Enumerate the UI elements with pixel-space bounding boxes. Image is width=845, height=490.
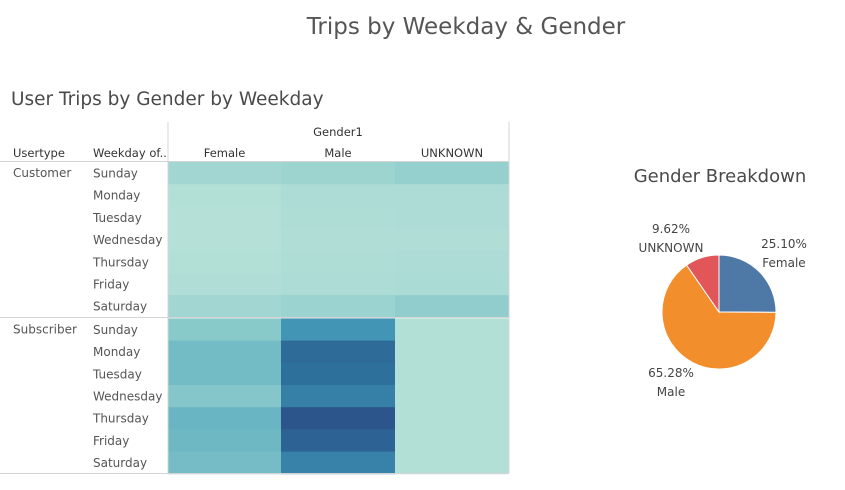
heatmap-cell (281, 318, 395, 341)
heatmap-cell (395, 295, 509, 318)
heatmap-cell (395, 318, 509, 341)
pie-label-percent: 65.28% (648, 366, 694, 380)
heatmap-cell (168, 206, 281, 229)
heatmap-cell (281, 206, 395, 229)
weekday-label: Saturday (93, 300, 147, 314)
weekday-label: Wednesday (93, 390, 162, 404)
weekday-label: Wednesday (93, 233, 162, 247)
heatmap-cell (281, 250, 395, 274)
heatmap-cell (168, 250, 281, 274)
heatmap-cell (168, 273, 281, 296)
heatmap-cell (168, 162, 281, 185)
pie-slice-male (661, 264, 777, 370)
pie-label-name: Female (762, 256, 805, 270)
usertype-label: Customer (13, 166, 71, 180)
heatmap-cell (168, 295, 281, 318)
heatmap-cell (395, 162, 509, 185)
heatmap-cell (281, 228, 395, 252)
heatmap-cell (281, 362, 395, 386)
heatmap-cell (395, 273, 509, 296)
heatmap-cell (281, 162, 395, 185)
heatmap-cell (168, 362, 281, 386)
heatmap-cell (395, 340, 509, 364)
column-group-label: Gender1 (313, 125, 363, 139)
heatmap-cell (395, 362, 509, 386)
pie-slice-female (718, 254, 777, 313)
heatmap-cell (281, 407, 395, 430)
heatmap-cell (168, 318, 281, 341)
pie-label-name: Male (657, 385, 685, 399)
heatmap-cell (168, 407, 281, 430)
weekday-label: Sunday (93, 167, 138, 181)
pie-label-percent: 25.10% (761, 237, 807, 251)
heatmap-cell (395, 407, 509, 430)
column-header: UNKNOWN (421, 146, 483, 160)
heatmap-cell (168, 228, 281, 252)
weekday-label: Monday (93, 345, 140, 359)
weekday-label: Monday (93, 189, 140, 203)
weekday-label: Thursday (92, 255, 149, 269)
heatmap-cell (281, 451, 395, 475)
row-header-usertype: Usertype (13, 146, 65, 160)
heatmap-cell (168, 429, 281, 452)
heatmap-cell (168, 451, 281, 475)
dashboard-title: Trips by Weekday & Gender (306, 14, 626, 40)
weekday-label: Tuesday (92, 211, 142, 225)
heatmap-cell (395, 250, 509, 274)
weekday-label: Sunday (93, 323, 138, 337)
heatmap-cell (168, 184, 281, 207)
column-header: Male (324, 146, 351, 160)
row-header-weekday: Weekday of.. (93, 146, 167, 160)
heatmap-cell (281, 429, 395, 452)
pie-slice-unknown (685, 254, 720, 314)
heatmap-title: User Trips by Gender by Weekday (11, 89, 324, 110)
heatmap-cell (281, 295, 395, 318)
weekday-label: Friday (93, 434, 129, 448)
weekday-label: Saturday (93, 456, 147, 470)
pie-label-percent: 9.62% (652, 222, 690, 236)
column-header: Female (204, 146, 246, 160)
weekday-label: Tuesday (92, 367, 142, 381)
heatmap-cell (168, 385, 281, 408)
pie-title: Gender Breakdown (633, 166, 807, 187)
heatmap-cell (395, 206, 509, 229)
pie-label-name: UNKNOWN (639, 241, 704, 255)
weekday-label: Thursday (92, 412, 149, 426)
heatmap-cell (395, 184, 509, 207)
heatmap-cell (395, 451, 509, 475)
weekday-label: Friday (93, 278, 129, 292)
heatmap-cell (395, 228, 509, 252)
heatmap-cell (281, 273, 395, 296)
usertype-label: Subscriber (13, 322, 77, 336)
heatmap-cell (395, 385, 509, 408)
heatmap-cell (168, 340, 281, 364)
heatmap-cell (281, 184, 395, 207)
heatmap-cell (395, 429, 509, 452)
heatmap-cell (281, 340, 395, 364)
heatmap-cell (281, 385, 395, 408)
